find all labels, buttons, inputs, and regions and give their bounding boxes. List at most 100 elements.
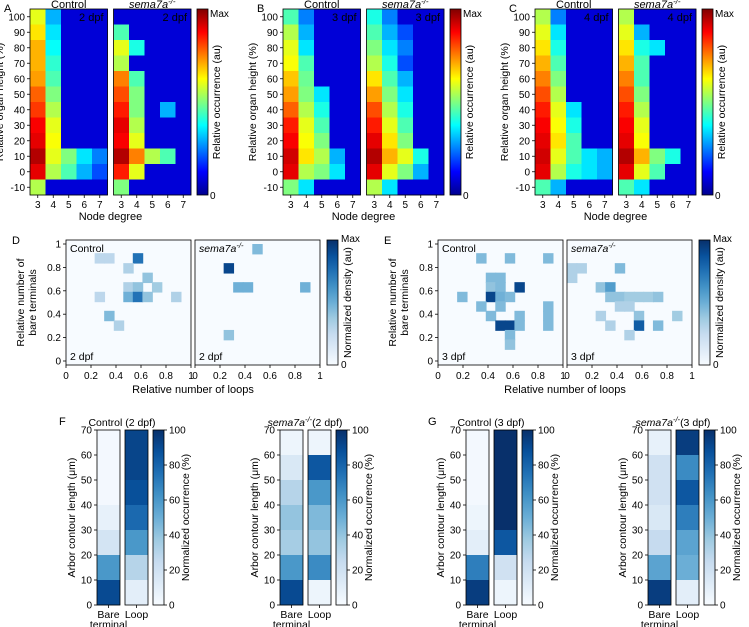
heatmap-cell	[129, 164, 145, 180]
colorbar-max: Max	[341, 234, 360, 245]
heatmap-cell	[298, 24, 315, 41]
x-tick-label: 0.8	[159, 371, 173, 382]
density-cell	[142, 272, 153, 284]
heatmap-cell	[649, 9, 666, 25]
density-cell	[495, 301, 506, 312]
heatmap-cell	[160, 148, 176, 165]
heatmap-cell	[45, 24, 62, 41]
heatmap-cell	[634, 71, 650, 87]
heatmap-cell	[382, 133, 398, 149]
heatmap-cell	[535, 117, 551, 134]
heatmap-cell	[428, 86, 445, 103]
heatmap-cell	[144, 71, 161, 87]
heatmap-cell	[129, 55, 145, 72]
heatmap-cell	[397, 133, 414, 149]
heatmap-cell	[144, 9, 161, 25]
heatmap-cell	[61, 55, 77, 72]
heatmap-cell	[665, 102, 681, 118]
occurrence-cell	[280, 505, 303, 531]
y-tick-label: 20	[14, 136, 26, 147]
y-axis-label: bare terminals	[399, 269, 411, 336]
occurrence-cell	[676, 430, 699, 456]
colorbar	[196, 8, 209, 196]
heatmap-cell	[618, 9, 635, 25]
heatmap-cell	[113, 24, 130, 41]
y-tick-label: 90	[519, 28, 531, 39]
x-tick-label: 7	[180, 200, 186, 211]
y-tick-label: 60	[14, 74, 26, 85]
heatmap-cell	[45, 164, 62, 180]
y-tick-label: 20	[81, 551, 93, 562]
x-tick-label: 5	[319, 200, 325, 211]
heatmap-cell	[30, 102, 46, 118]
density-cell	[300, 282, 311, 293]
heatmap-cell	[397, 102, 414, 118]
y-axis-label: Relative organ height (%)	[499, 43, 511, 161]
heatmap-cell	[597, 148, 613, 165]
x-tick-label: 3	[623, 200, 629, 211]
density-cell	[104, 310, 115, 322]
heatmap-cell	[345, 179, 361, 196]
x-tick-label: 3	[288, 200, 294, 211]
y-tick-label: 10	[14, 152, 26, 163]
y-tick-label: 50	[264, 476, 276, 487]
heatmap-cell	[314, 179, 330, 196]
heatmap-cell	[535, 179, 551, 196]
y-tick-label: -10	[516, 183, 531, 194]
y-tick-label: 20	[450, 551, 462, 562]
heatmap-cell	[175, 86, 192, 103]
heatmap-cell	[634, 102, 650, 118]
density-cell	[614, 263, 626, 274]
heatmap-cell	[144, 117, 161, 134]
y-tick-label: 0.6	[419, 286, 433, 297]
density-cell	[104, 253, 115, 264]
occurrence-cell	[676, 455, 699, 481]
age-tag: 4 dpf	[584, 12, 609, 24]
heatmap-cell	[160, 24, 176, 41]
occurrence-cell	[494, 505, 517, 531]
density-cell	[476, 301, 487, 312]
heatmap-cell	[634, 55, 650, 72]
heatmap-cell	[634, 86, 650, 103]
heatmap-cell	[597, 71, 613, 87]
occurrence-cell	[308, 505, 331, 531]
panel-title: sema7a-/-	[129, 0, 176, 11]
heatmap-cell	[113, 179, 130, 196]
age-tag: 2 dpf	[70, 351, 93, 363]
heatmap-cell	[298, 164, 315, 180]
heatmap-cell	[397, 86, 414, 103]
occurrence-cell	[308, 555, 331, 581]
x-tick-label: Bare	[97, 609, 119, 621]
heatmap-cell	[566, 40, 582, 56]
panel-title: sema7a-/-	[199, 241, 244, 255]
x-tick-label: 4	[387, 200, 393, 211]
heatmap-cell	[160, 102, 176, 118]
y-axis-label: Arbor contour length (μm)	[617, 458, 629, 578]
heatmap-cell	[175, 179, 192, 196]
heatmap-cell	[550, 55, 567, 72]
heatmap-cell	[665, 71, 681, 87]
density-cell	[652, 320, 664, 331]
occurrence-cell	[466, 530, 489, 556]
x-tick-label: 0.2	[84, 371, 98, 382]
x-tick-label: 0.2	[585, 371, 599, 382]
colorbar	[326, 239, 339, 366]
occurrence-cell	[97, 555, 120, 581]
heatmap-cell	[129, 24, 145, 41]
heatmap-cell	[129, 71, 145, 87]
heatmap-cell	[345, 24, 361, 41]
heatmap-cell	[298, 102, 315, 118]
heatmap-cell	[428, 102, 445, 118]
density-cell	[233, 282, 244, 293]
density-cell	[94, 291, 106, 303]
y-tick-label: 40	[519, 105, 531, 116]
heatmap-cell	[649, 133, 666, 149]
density-cell	[595, 310, 607, 322]
occurrence-cell	[648, 530, 671, 556]
occurrence-cell	[97, 580, 120, 606]
y-tick-label: 40	[267, 105, 279, 116]
colorbar	[703, 429, 716, 606]
